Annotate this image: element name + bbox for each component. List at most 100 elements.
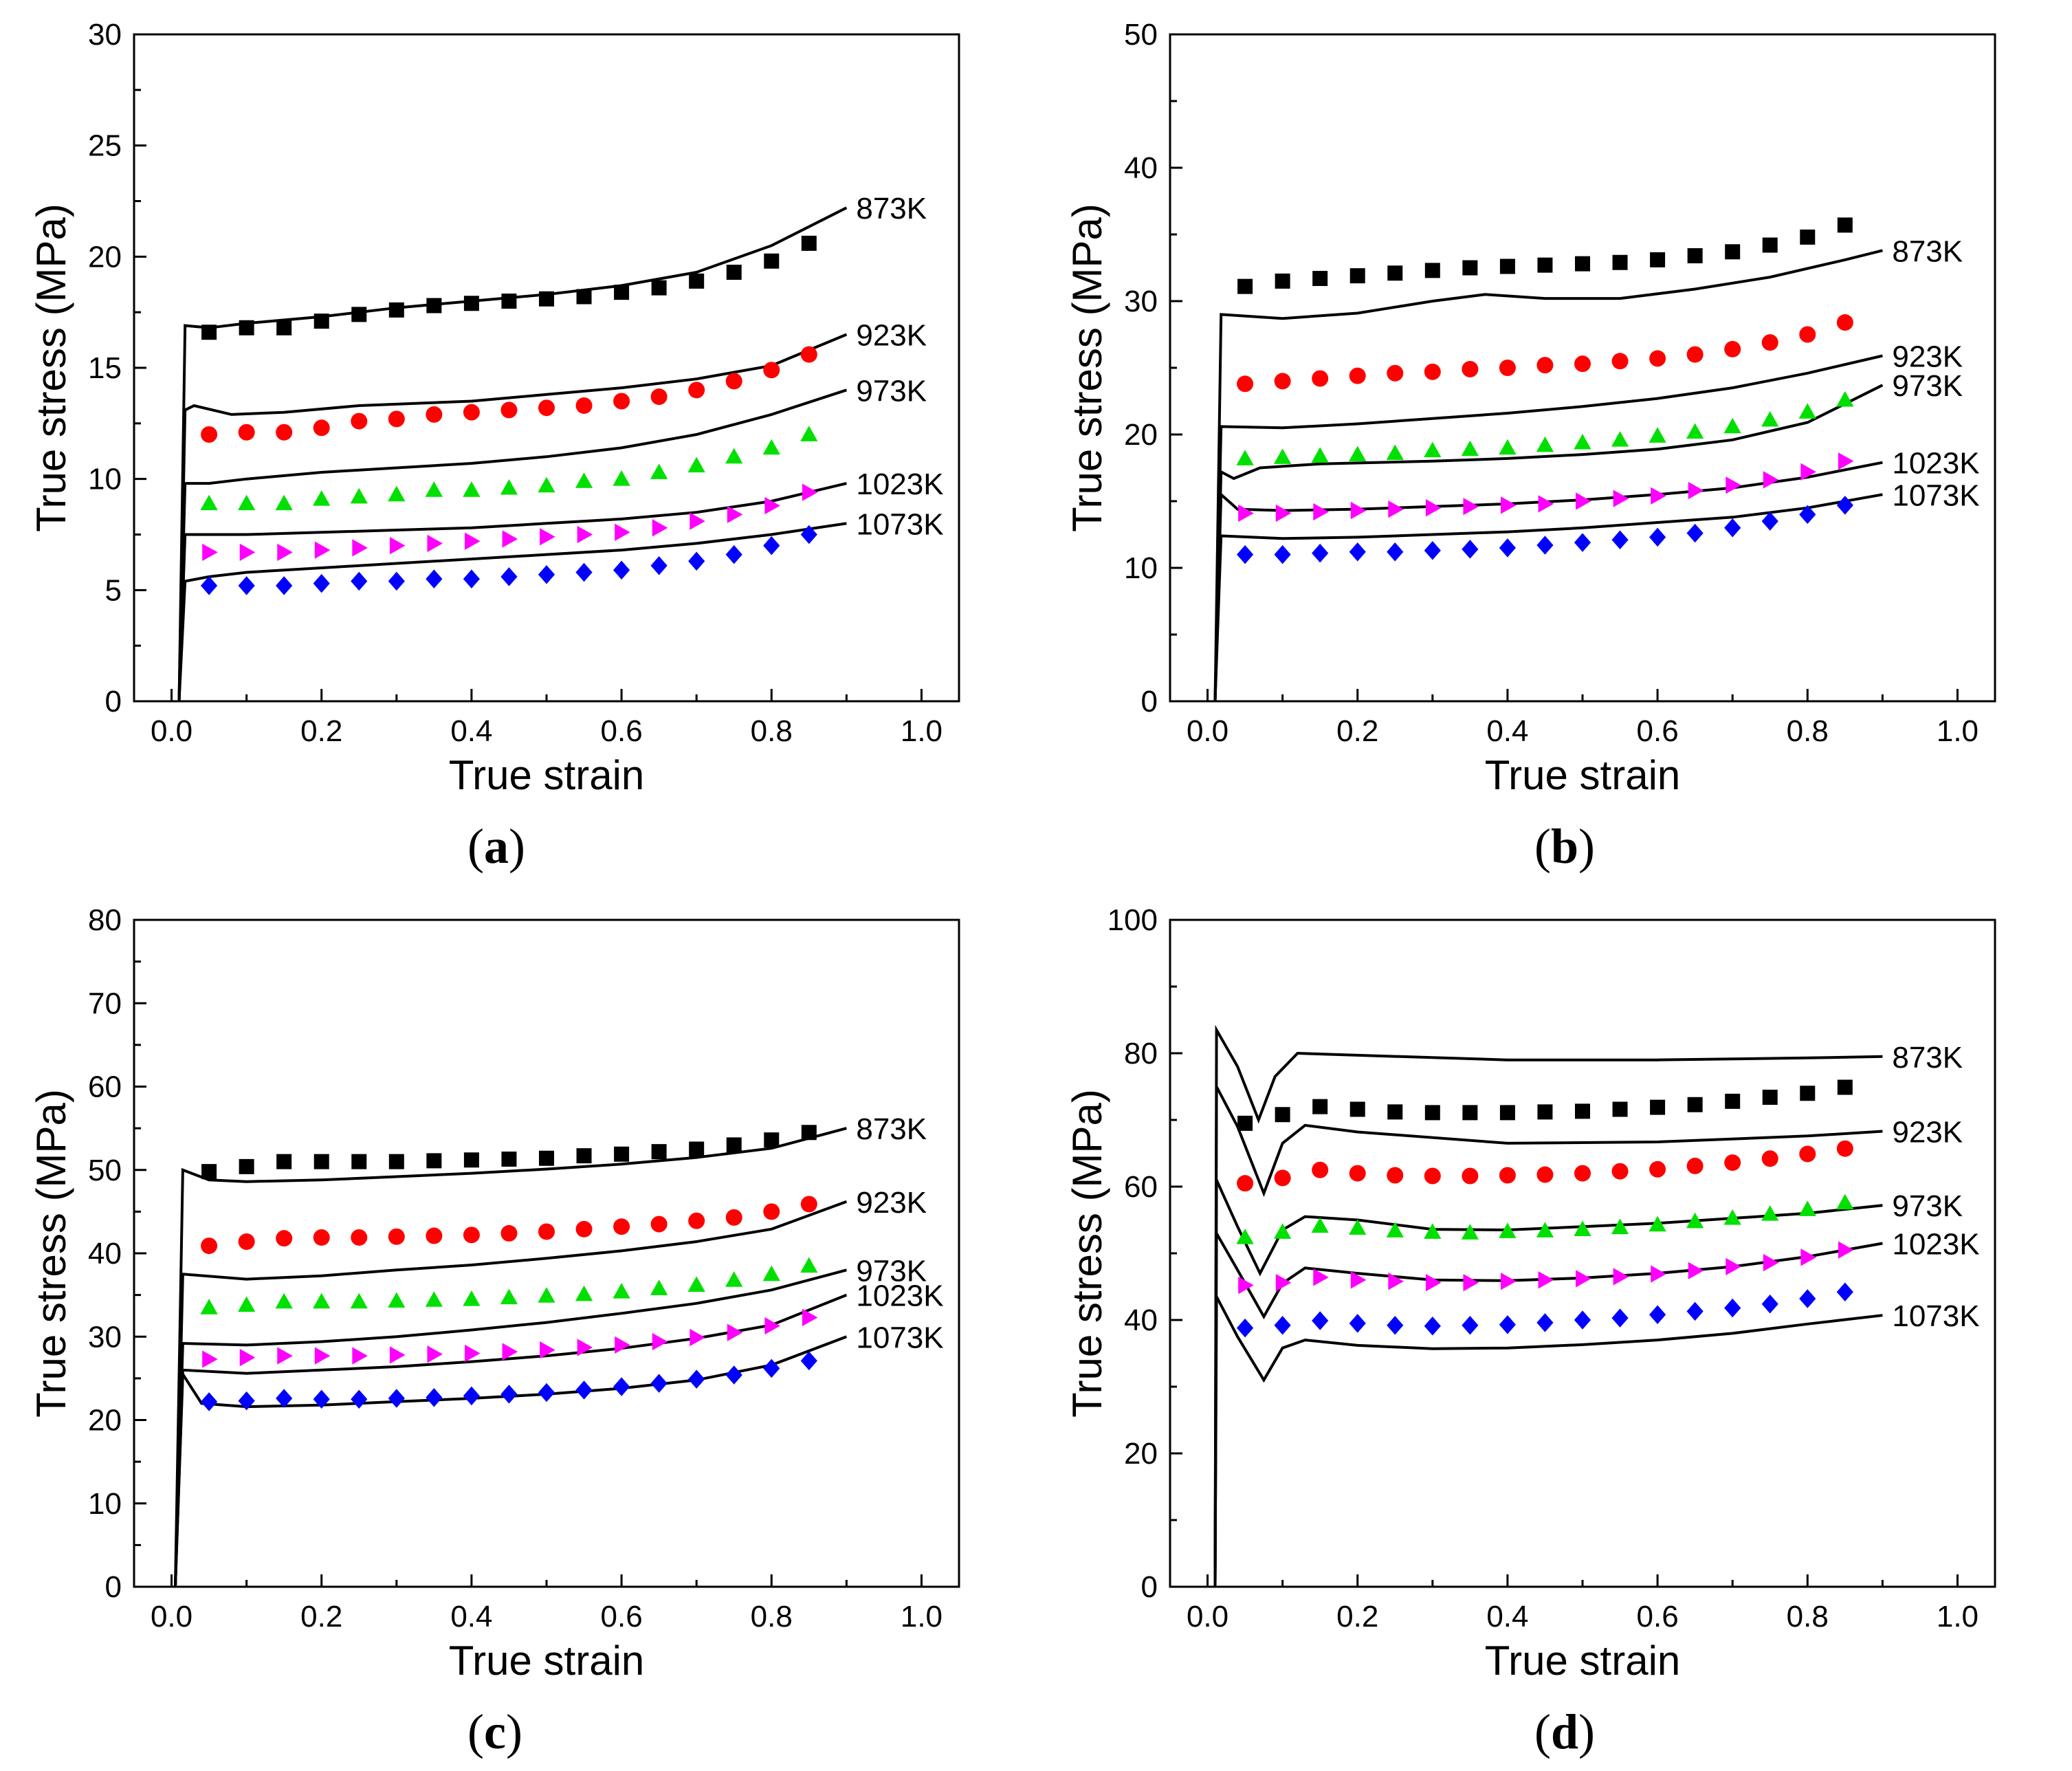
series-label-873K: 873K: [856, 1112, 927, 1146]
data-point-923K: [463, 404, 480, 421]
data-point-973K: [1723, 417, 1741, 434]
data-point-1023K: [427, 534, 443, 553]
data-point-973K: [538, 1287, 555, 1303]
x-tick-label: 0.8: [1787, 1600, 1829, 1634]
data-point-1073K: [688, 1370, 705, 1389]
data-point-1073K: [1724, 1298, 1741, 1318]
data-point-973K: [1686, 1212, 1704, 1229]
data-point-873K: [1312, 1099, 1328, 1114]
data-point-873K: [1275, 1107, 1290, 1123]
data-point-1023K: [202, 543, 218, 562]
data-point-973K: [538, 476, 555, 493]
data-point-1023K: [352, 1347, 368, 1365]
data-point-923K: [575, 397, 593, 414]
data-point-973K: [575, 472, 593, 488]
data-point-923K: [500, 402, 518, 419]
data-point-1073K: [1499, 1315, 1517, 1334]
data-point-973K: [1311, 1217, 1329, 1233]
series-curve-873K: [1213, 1024, 1883, 1587]
x-tick-label: 0.0: [1187, 1600, 1228, 1634]
data-point-973K: [500, 1288, 518, 1305]
series-label-1023K: 1023K: [1892, 1227, 1979, 1261]
plot-frame: [133, 918, 960, 1588]
data-point-1023K: [465, 532, 481, 550]
data-point-923K: [650, 388, 668, 406]
series-curve-1073K: [177, 522, 847, 702]
x-tick-label: 0.4: [1486, 1600, 1528, 1634]
data-point-973K: [1723, 1209, 1741, 1225]
data-point-923K: [201, 1238, 218, 1255]
series-curve-1023K: [1213, 1228, 1883, 1587]
data-point-923K: [1536, 1166, 1554, 1183]
data-point-873K: [764, 253, 780, 269]
data-point-923K: [1649, 1160, 1666, 1178]
y-tick-label: 30: [88, 1320, 122, 1354]
data-point-923K: [1274, 373, 1291, 390]
data-point-1073K: [800, 1351, 817, 1371]
data-point-1023K: [314, 1347, 331, 1365]
data-point-923K: [688, 382, 705, 399]
data-point-973K: [463, 481, 481, 497]
y-tick-label: 10: [88, 1487, 122, 1521]
data-point-923K: [1424, 1167, 1441, 1185]
data-point-973K: [313, 490, 331, 506]
data-point-873K: [1800, 1086, 1816, 1101]
data-point-1073K: [426, 1388, 443, 1407]
series-label-1023K: 1023K: [856, 1279, 943, 1313]
y-tick-label: 80: [1124, 1037, 1158, 1070]
data-point-873K: [1650, 1099, 1666, 1115]
data-point-1073K: [575, 562, 593, 582]
y-tick-label: 60: [1124, 1170, 1158, 1204]
x-tick-label: 0.6: [1637, 714, 1679, 748]
data-point-873K: [801, 1125, 817, 1141]
data-point-1073K: [1312, 543, 1329, 563]
y-tick-label: 10: [1124, 551, 1158, 585]
data-point-923K: [1499, 1167, 1516, 1184]
data-point-973K: [1611, 1218, 1629, 1235]
data-point-873K: [313, 1154, 329, 1169]
data-point-1073K: [388, 571, 405, 591]
data-point-873K: [463, 1152, 479, 1168]
x-tick-label: 0.8: [1787, 714, 1829, 748]
data-point-923K: [650, 1216, 668, 1233]
data-point-1073K: [1312, 1311, 1329, 1330]
y-axis-title: True stress (MPa): [28, 1089, 74, 1418]
data-point-923K: [688, 1212, 705, 1229]
data-point-1073K: [1387, 1316, 1404, 1335]
data-point-973K: [1386, 444, 1404, 461]
data-point-1073K: [1462, 540, 1479, 559]
y-tick-label: 20: [88, 1404, 122, 1438]
data-point-923K: [426, 1227, 443, 1244]
data-point-1073K: [1236, 1318, 1254, 1338]
data-point-923K: [1462, 1167, 1479, 1185]
caption-c: (c): [467, 1704, 522, 1759]
data-point-873K: [426, 1153, 442, 1169]
data-point-973K: [425, 1291, 443, 1307]
data-point-1023K: [652, 519, 668, 537]
data-point-923K: [1237, 375, 1254, 393]
data-point-1023K: [1463, 498, 1479, 516]
data-point-1023K: [690, 1328, 705, 1347]
data-point-873K: [1499, 1105, 1515, 1121]
data-point-873K: [726, 1137, 742, 1153]
data-point-923K: [313, 1229, 330, 1246]
series-curve-923K: [1213, 1086, 1883, 1587]
data-point-923K: [1274, 1169, 1291, 1187]
data-point-1073K: [1424, 1316, 1441, 1336]
data-point-873K: [1800, 229, 1816, 245]
data-point-1023K: [427, 1345, 443, 1363]
data-point-923K: [1686, 346, 1704, 363]
data-point-923K: [1836, 1140, 1853, 1157]
data-point-873K: [313, 314, 329, 329]
data-point-1073K: [1236, 544, 1254, 564]
x-tick-label: 1.0: [901, 1600, 943, 1634]
data-point-1073K: [575, 1380, 593, 1400]
data-point-1073K: [351, 1389, 368, 1409]
data-point-873K: [689, 1141, 705, 1157]
data-point-1023K: [389, 537, 406, 555]
data-point-1073K: [1799, 1289, 1816, 1308]
data-point-873K: [239, 1158, 254, 1174]
data-point-1023K: [764, 496, 780, 515]
data-point-973K: [388, 485, 406, 502]
series-curve-1023K: [177, 482, 847, 702]
